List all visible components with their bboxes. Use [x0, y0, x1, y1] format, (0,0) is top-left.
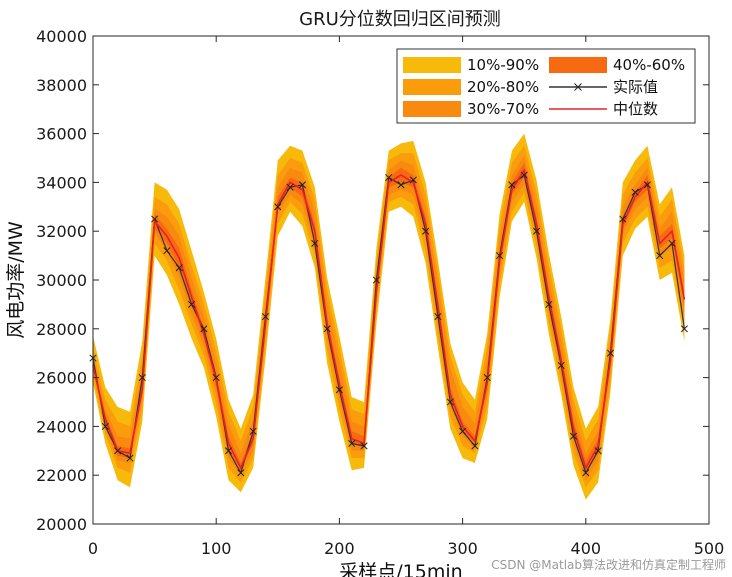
chart-title: GRU分位数回归区间预测	[299, 9, 501, 30]
y-tick-label: 30000	[36, 271, 87, 290]
actual-point	[680, 325, 688, 333]
watermark: CSDN @Matlab算法改进和仿真定制工程师	[491, 558, 726, 572]
actual-point	[545, 300, 553, 308]
actual-point	[249, 427, 257, 435]
actual-markers	[89, 171, 688, 477]
actual-point	[606, 349, 614, 357]
actual-point	[360, 442, 368, 450]
actual-point	[656, 252, 664, 260]
actual-point	[286, 183, 294, 191]
actual-point	[175, 264, 183, 272]
actual-point	[643, 181, 651, 189]
plot-area	[89, 133, 688, 500]
y-tick-label: 22000	[36, 466, 87, 485]
actual-point	[520, 171, 528, 179]
series-line-中位数	[92, 168, 686, 470]
legend-label: 10%-90%	[467, 56, 539, 74]
legend-swatch	[403, 79, 461, 95]
y-tick-label: 32000	[36, 222, 87, 241]
y-tick-label: 28000	[36, 320, 87, 339]
actual-point	[631, 188, 639, 196]
x-tick-label: 0	[88, 539, 98, 558]
actual-point	[668, 239, 676, 247]
actual-point	[114, 447, 122, 455]
actual-point	[471, 442, 479, 450]
y-tick-label: 38000	[36, 76, 87, 95]
actual-point	[532, 227, 541, 235]
actual-point	[335, 386, 343, 394]
actual-point	[138, 374, 146, 382]
actual-point	[385, 173, 393, 182]
actual-point	[101, 422, 109, 430]
x-tick-label: 400	[571, 539, 602, 558]
actual-point	[188, 300, 196, 308]
x-tick-label: 200	[324, 539, 355, 558]
actual-point	[163, 247, 171, 255]
actual-point	[261, 313, 270, 321]
y-axis-label: 风电功率/MW	[5, 221, 27, 339]
actual-point	[619, 215, 627, 223]
actual-point	[323, 325, 331, 333]
legend-label: 40%-60%	[613, 56, 685, 74]
actual-point	[422, 227, 430, 235]
x-tick-label: 500	[694, 539, 725, 558]
legend-marker	[574, 83, 582, 91]
y-tick-label: 34000	[36, 173, 87, 192]
actual-point	[151, 215, 159, 223]
actual-point	[274, 203, 282, 211]
actual-point	[311, 239, 319, 247]
actual-point	[508, 181, 516, 189]
actual-point	[496, 252, 504, 260]
x-tick-label: 100	[201, 539, 232, 558]
legend-label: 实际值	[613, 78, 658, 96]
legend-label: 20%-80%	[467, 78, 539, 96]
actual-point	[434, 313, 442, 321]
legend-label: 中位数	[613, 100, 658, 118]
actual-point	[348, 439, 356, 448]
actual-point	[483, 374, 491, 382]
actual-point	[459, 427, 467, 435]
y-tick-label: 20000	[36, 515, 87, 534]
legend-swatch	[403, 101, 461, 117]
actual-point	[224, 447, 233, 455]
actual-point	[594, 447, 602, 455]
legend-swatch	[549, 57, 607, 73]
actual-point	[126, 454, 134, 462]
actual-point	[409, 176, 417, 184]
actual-point	[397, 181, 405, 189]
y-tick-label: 36000	[36, 125, 87, 144]
actual-point	[569, 432, 578, 440]
actual-point	[557, 361, 565, 369]
actual-point	[582, 469, 590, 477]
actual-point	[237, 469, 245, 477]
y-tick-label: 40000	[36, 27, 87, 46]
actual-point	[372, 276, 380, 284]
actual-point	[212, 374, 220, 382]
x-tick-label: 300	[447, 539, 478, 558]
legend-swatch	[403, 57, 461, 73]
y-tick-label: 26000	[36, 369, 87, 388]
actual-point	[200, 325, 208, 333]
actual-point	[298, 181, 306, 189]
actual-point	[446, 398, 454, 406]
legend-label: 30%-70%	[467, 100, 539, 118]
axis-ticks: 0 100 200 300 400 500 20000 22000 24000 26000 2800…	[36, 27, 724, 558]
y-tick-label: 24000	[36, 417, 87, 436]
x-axis-label: 采样点/15min	[339, 561, 462, 577]
